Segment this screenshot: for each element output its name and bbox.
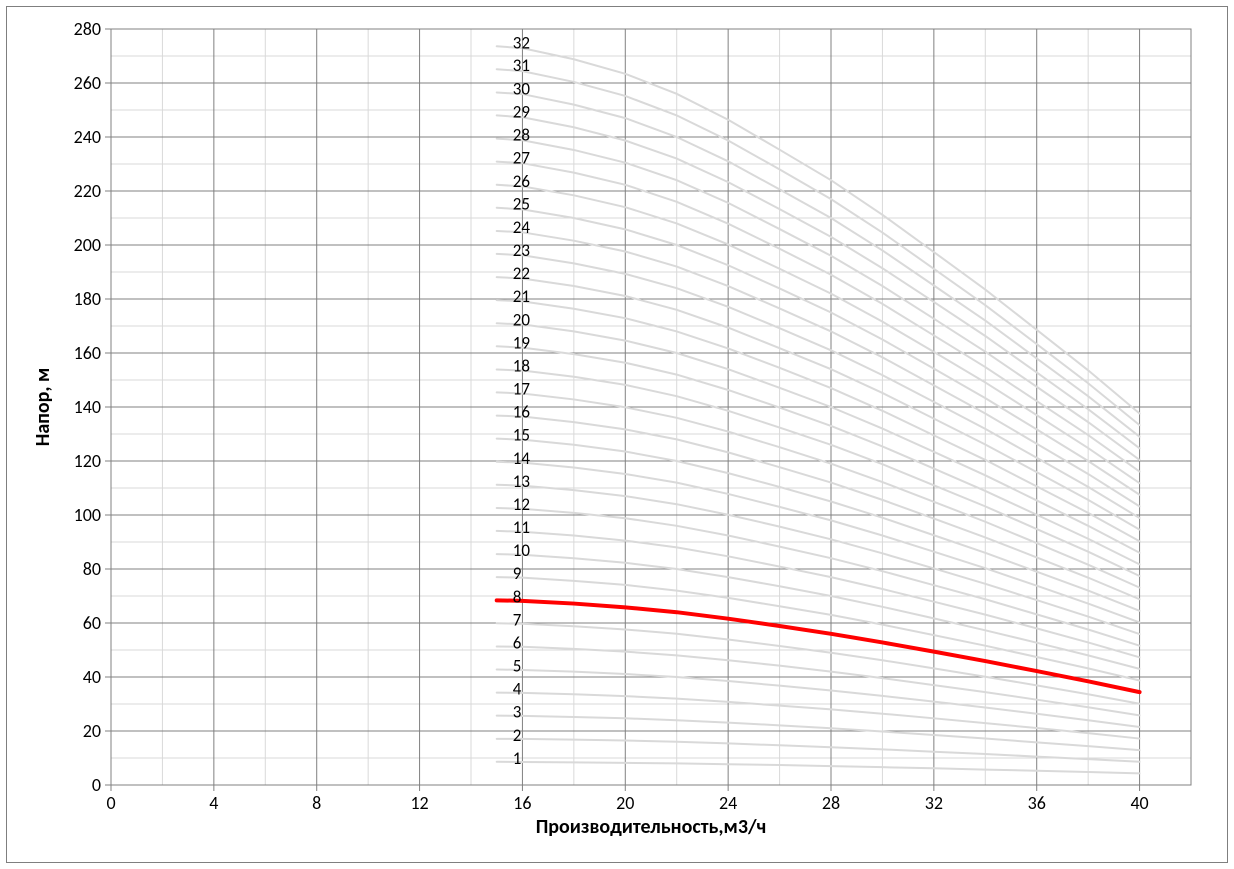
- curve-label-1: 1: [513, 748, 522, 769]
- curve-label-13: 13: [513, 471, 530, 492]
- x-tick-label: 36: [1028, 792, 1046, 814]
- curve-label-28: 28: [513, 125, 530, 146]
- curve-label-10: 10: [513, 540, 531, 561]
- y-tick-label: 20: [83, 720, 101, 742]
- x-tick-label: 8: [312, 792, 321, 814]
- curve-label-7: 7: [513, 609, 522, 630]
- x-tick-label: 4: [209, 792, 218, 814]
- curve-label-8: 8: [513, 586, 522, 607]
- curve-label-11: 11: [513, 517, 530, 538]
- y-tick-label: 160: [74, 342, 101, 364]
- x-axis-title: Производительность,м3/ч: [536, 815, 767, 839]
- y-tick-label: 260: [74, 72, 101, 94]
- y-tick-label: 0: [92, 774, 101, 796]
- y-axis-title: Напор, м: [31, 368, 55, 447]
- curve-label-15: 15: [513, 425, 530, 446]
- curve-12: [497, 508, 1140, 646]
- x-tick-label: 20: [616, 792, 634, 814]
- y-tick-label: 280: [74, 18, 101, 40]
- curve-label-19: 19: [513, 332, 531, 353]
- curve-label-25: 25: [513, 194, 530, 215]
- curve-7: [497, 623, 1140, 703]
- curve-label-4: 4: [513, 679, 522, 700]
- curve-label-12: 12: [513, 494, 530, 515]
- y-tick-label: 80: [83, 558, 101, 580]
- curve-6: [497, 646, 1140, 715]
- curve-label-5: 5: [513, 655, 522, 676]
- curve-25: [497, 208, 1140, 495]
- y-tick-label: 200: [74, 234, 101, 256]
- curve-label-2: 2: [513, 725, 522, 746]
- curve-29: [497, 115, 1140, 448]
- curve-31: [497, 69, 1140, 425]
- curve-label-32: 32: [513, 32, 530, 53]
- y-tick-label: 120: [74, 450, 101, 472]
- x-tick-label: 0: [106, 792, 115, 814]
- curve-label-18: 18: [513, 355, 530, 376]
- y-tick-label: 140: [74, 396, 101, 418]
- curve-label-27: 27: [513, 148, 531, 169]
- curve-8: [497, 600, 1140, 692]
- curve-4: [497, 693, 1140, 739]
- curve-label-26: 26: [513, 171, 531, 192]
- x-tick-label: 16: [513, 792, 531, 814]
- curve-label-16: 16: [513, 402, 531, 423]
- curve-1: [497, 762, 1140, 774]
- curve-label-24: 24: [513, 217, 531, 238]
- y-tick-label: 240: [74, 126, 101, 148]
- curve-label-9: 9: [513, 563, 522, 584]
- y-tick-label: 180: [74, 288, 101, 310]
- curve-16: [497, 416, 1140, 600]
- curve-label-14: 14: [513, 448, 531, 469]
- x-tick-label: 28: [822, 792, 840, 814]
- curve-label-23: 23: [513, 240, 530, 261]
- y-tick-label: 60: [83, 612, 101, 634]
- y-tick-label: 100: [74, 504, 101, 526]
- curve-label-17: 17: [513, 378, 531, 399]
- curve-label-31: 31: [513, 55, 530, 76]
- y-tick-label: 40: [83, 666, 101, 688]
- curve-15: [497, 439, 1140, 611]
- curve-label-6: 6: [513, 632, 522, 653]
- curve-label-22: 22: [513, 263, 530, 284]
- curve-label-21: 21: [513, 286, 530, 307]
- x-tick-label: 24: [719, 792, 737, 814]
- x-tick-label: 40: [1130, 792, 1148, 814]
- pump-curve-chart: 1234567891011121314151617181920212223242…: [7, 7, 1229, 864]
- curve-3: [497, 716, 1140, 751]
- x-tick-label: 32: [925, 792, 943, 814]
- x-tick-label: 12: [410, 792, 428, 814]
- curve-label-3: 3: [513, 702, 522, 723]
- y-tick-label: 220: [74, 180, 101, 202]
- curve-30: [497, 92, 1140, 436]
- curve-label-20: 20: [513, 309, 531, 330]
- chart-frame: 1234567891011121314151617181920212223242…: [6, 6, 1228, 863]
- curve-label-30: 30: [513, 78, 531, 99]
- curve-label-29: 29: [513, 101, 531, 122]
